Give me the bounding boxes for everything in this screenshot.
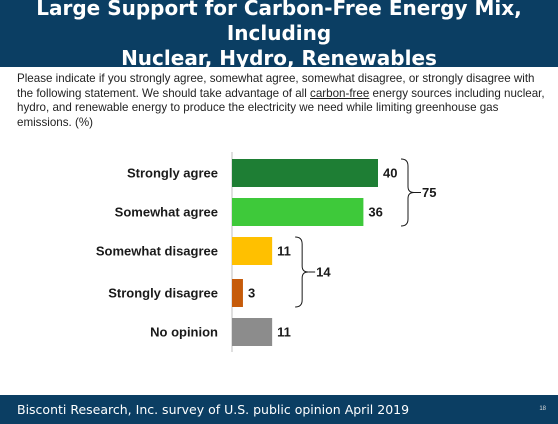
- slide-title: Large Support for Carbon-Free Energy Mix…: [36, 0, 522, 70]
- bar-strongly-disagree: [232, 279, 243, 307]
- question-text-part1: Please indicate if you strongly agree, s…: [17, 72, 535, 100]
- group-bracket-14: [295, 236, 309, 308]
- category-label-somewhat-agree: Somewhat agree: [115, 205, 218, 220]
- category-label-no-opinion: No opinion: [150, 325, 218, 340]
- footer-bar: Bisconti Research, Inc. survey of U.S. p…: [0, 395, 558, 424]
- value-label-somewhat-agree: 36: [368, 205, 382, 220]
- category-label-strongly-agree: Strongly agree: [127, 166, 218, 181]
- page-number: 18: [539, 406, 546, 412]
- category-label-strongly-disagree: Strongly disagree: [108, 286, 218, 301]
- value-label-strongly-disagree: 3: [248, 286, 255, 301]
- bar-chart: Strongly agree 40 Somewhat agree 36 Somewhat…: [96, 152, 436, 352]
- group-total-label-75: 75: [422, 185, 436, 200]
- bar-no-opinion: [232, 318, 273, 346]
- question-underlined-term: carbon-free: [310, 86, 370, 100]
- bar-somewhat-agree: [232, 198, 364, 226]
- value-label-somewhat-disagree: 11: [277, 244, 291, 259]
- title-bar: Large Support for Carbon-Free Energy Mix…: [0, 0, 558, 70]
- bar-somewhat-disagree: [232, 237, 273, 265]
- source-note: Bisconti Research, Inc. survey of U.S. p…: [17, 402, 410, 417]
- bar-strongly-agree: [232, 159, 378, 187]
- group-total-label-14: 14: [316, 265, 331, 280]
- question-text-part2: energy sources including nuclear, hydro,…: [17, 86, 545, 129]
- value-label-strongly-agree: 40: [383, 166, 397, 181]
- category-label-somewhat-disagree: Somewhat disagree: [96, 244, 218, 259]
- group-bracket-75: [400, 158, 415, 227]
- value-label-no-opinion: 11: [277, 325, 291, 340]
- question-text: Please indicate if you strongly agree, s…: [17, 72, 547, 130]
